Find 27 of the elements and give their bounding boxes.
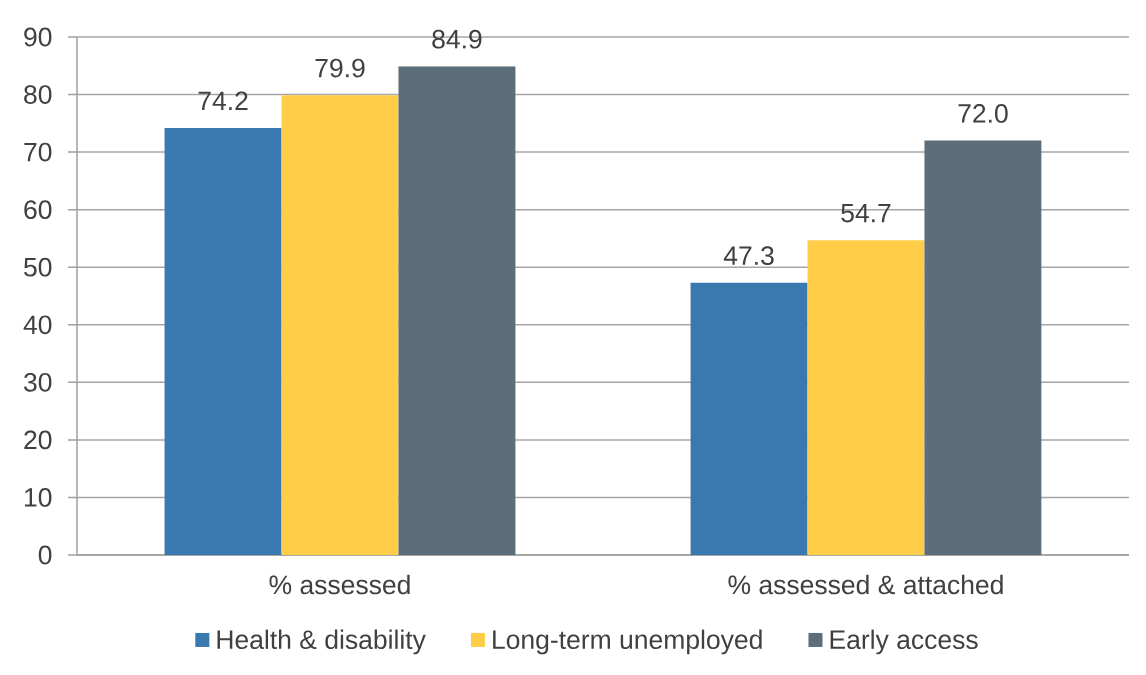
bar: [807, 240, 925, 555]
bar: [164, 127, 282, 555]
y-tick-label: 60: [24, 200, 52, 220]
data-label: 47.3: [723, 246, 774, 266]
legend-label: Health & disability: [217, 629, 426, 655]
bar: [690, 282, 808, 555]
data-label: 79.9: [315, 58, 365, 78]
y-tick-label: 0: [38, 545, 52, 565]
y-tick-label: 90: [24, 27, 52, 47]
x-tick-label: % assessed: [269, 574, 410, 595]
y-tick-label: 20: [24, 430, 52, 450]
y-tick-label: 40: [23, 315, 52, 335]
bar: [281, 95, 399, 555]
y-tick-label: 80: [24, 85, 52, 104]
bar: [924, 140, 1042, 555]
legend-label: Long-term unemployed: [493, 629, 762, 655]
data-label: 72.0: [958, 104, 1008, 123]
y-tick-label: 50: [24, 257, 52, 277]
y-tick-label: 30: [23, 372, 52, 392]
y-tick-label: 10: [25, 488, 52, 507]
data-label: 74.2: [198, 91, 248, 110]
x-tick-label: % assessed & attached: [728, 574, 1003, 595]
y-tick-label: 70: [24, 142, 52, 162]
legend-label: Early access: [830, 629, 978, 655]
data-label: 54.7: [841, 203, 891, 223]
bar: [398, 66, 516, 555]
data-label: 84.9: [432, 29, 482, 49]
